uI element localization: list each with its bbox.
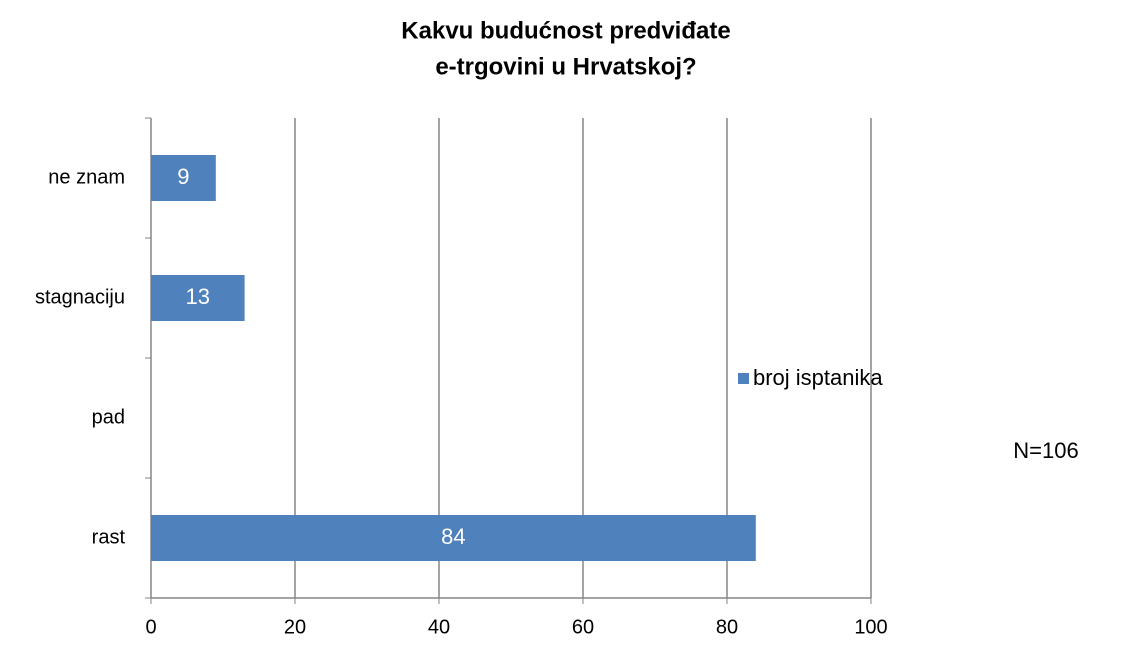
x-tick-label: 80 xyxy=(716,616,738,638)
data-label: 84 xyxy=(441,524,465,549)
y-tick-label: pad xyxy=(92,406,125,428)
chart-title: Kakvu budućnost predviđate xyxy=(401,17,730,44)
legend-label: broj isptanika xyxy=(753,365,883,390)
chart-title: e-trgovini u Hrvatskoj? xyxy=(435,53,696,80)
data-label: 13 xyxy=(186,284,210,309)
bar xyxy=(151,275,245,321)
data-label: 9 xyxy=(177,164,189,189)
annotation: N=106 xyxy=(1013,438,1078,463)
x-tick-label: 40 xyxy=(428,616,450,638)
legend-swatch xyxy=(738,373,749,384)
x-tick-label: 20 xyxy=(284,616,306,638)
y-tick-label: rast xyxy=(92,526,126,548)
y-tick-label: stagnaciju xyxy=(35,286,125,308)
x-tick-label: 0 xyxy=(145,616,156,638)
y-tick-label: ne znam xyxy=(48,166,125,188)
x-tick-label: 100 xyxy=(854,616,887,638)
bar xyxy=(151,155,216,201)
bar xyxy=(151,515,756,561)
x-tick-label: 60 xyxy=(572,616,594,638)
